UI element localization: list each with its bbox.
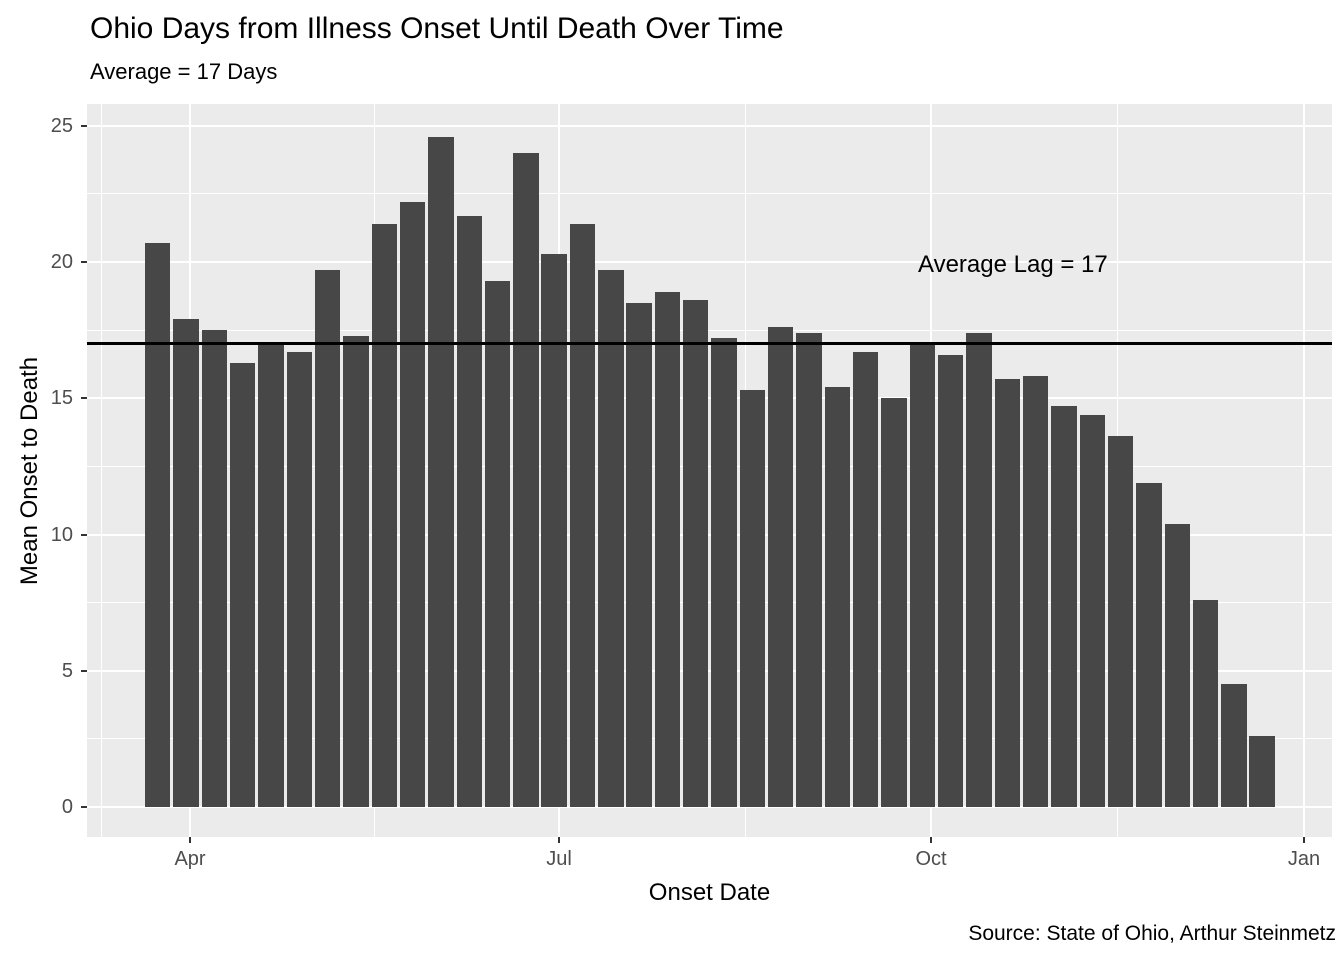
bar-week-oct-4 [937, 354, 964, 807]
bar-week-may-3 [314, 270, 341, 807]
y-tick-label: 20 [50, 251, 73, 273]
bar-week-may-10 [343, 335, 369, 807]
bar-week-oct-25 [1022, 376, 1049, 807]
bar-week-sep-13 [853, 351, 879, 807]
gridline-minor-horizontal [87, 329, 1332, 331]
bar-week-may-24 [399, 202, 426, 807]
bar-week-jul-26 [654, 291, 681, 807]
bar-week-jun-7 [456, 215, 482, 807]
bar-week-dec-6 [1192, 599, 1219, 807]
bar-week-nov-22 [1136, 482, 1162, 807]
gridline-major-horizontal [87, 806, 1332, 808]
bar-week-jun-14 [484, 281, 511, 807]
chart-title: Ohio Days from Illness Onset Until Death… [90, 12, 784, 45]
x-tick-mark [930, 837, 932, 843]
gridline-major-vertical [1303, 104, 1305, 837]
bar-week-jun-28 [541, 253, 567, 807]
bar-week-sep-27 [909, 343, 936, 807]
x-tick-mark [1303, 837, 1305, 843]
gridline-minor-horizontal [87, 738, 1332, 740]
average-line-annotation: Average Lag = 17 [918, 251, 1108, 278]
bar-week-aug-16 [739, 390, 766, 807]
bar-week-sep-20 [881, 398, 907, 807]
bar-week-oct-11 [966, 332, 992, 807]
y-axis-title: Mean Onset to Death [16, 356, 43, 586]
gridline-minor-horizontal [87, 465, 1332, 467]
bar-week-may-31 [428, 136, 454, 807]
bar-week-jul-12 [598, 270, 624, 807]
y-tick-label: 5 [61, 659, 73, 682]
gridline-major-horizontal [87, 669, 1332, 672]
bar-week-oct-18 [994, 379, 1020, 807]
x-tick-mark [558, 837, 560, 843]
bar-week-nov-29 [1164, 523, 1190, 807]
bar-week-aug-9 [711, 338, 737, 807]
bar-week-aug-23 [768, 327, 794, 807]
bar-week-dec-13 [1221, 684, 1247, 807]
bar-week-nov-8 [1079, 414, 1105, 807]
x-tick-label: Apr [174, 848, 206, 870]
bar-week-nov-15 [1107, 436, 1134, 807]
x-tick-mark [189, 837, 191, 843]
bar-week-mar-22 [145, 242, 171, 807]
y-tick-label: 0 [61, 796, 73, 818]
gridline-major-horizontal [87, 261, 1332, 263]
bar-week-mar-29 [173, 319, 199, 807]
bar-week-aug-2 [683, 300, 709, 807]
gridline-major-horizontal [87, 124, 1332, 127]
chart-subtitle: Average = 17 Days [90, 59, 278, 84]
bar-week-sep-6 [824, 387, 851, 807]
x-tick-label: Jul [546, 848, 572, 870]
bar-week-dec-20 [1249, 736, 1275, 807]
bar-week-jul-19 [626, 302, 652, 807]
gridline-major-horizontal [87, 397, 1332, 400]
bar-week-apr-12 [229, 362, 256, 807]
bar-week-jun-21 [513, 153, 539, 807]
y-tick-label: 25 [50, 114, 73, 137]
gridline-minor-vertical [100, 104, 102, 837]
x-tick-label: Jan [1287, 848, 1321, 870]
source-caption: Source: State of Ohio, Arthur Steinmetz [968, 922, 1336, 945]
plot-panel [87, 104, 1332, 837]
gridline-major-horizontal [87, 533, 1332, 536]
bar-week-nov-1 [1051, 406, 1077, 807]
bar-week-jul-5 [569, 223, 596, 807]
bar-week-apr-19 [258, 343, 284, 807]
bar-week-aug-30 [796, 332, 822, 807]
bar-week-apr-26 [286, 351, 312, 807]
bar-week-may-17 [371, 223, 397, 807]
bar-week-apr-5 [201, 330, 228, 807]
x-axis-title: Onset Date [648, 879, 771, 906]
average-line [87, 342, 1332, 346]
gridline-minor-horizontal [87, 602, 1332, 604]
x-tick-label: Oct [915, 848, 947, 870]
gridline-minor-horizontal [87, 193, 1332, 195]
